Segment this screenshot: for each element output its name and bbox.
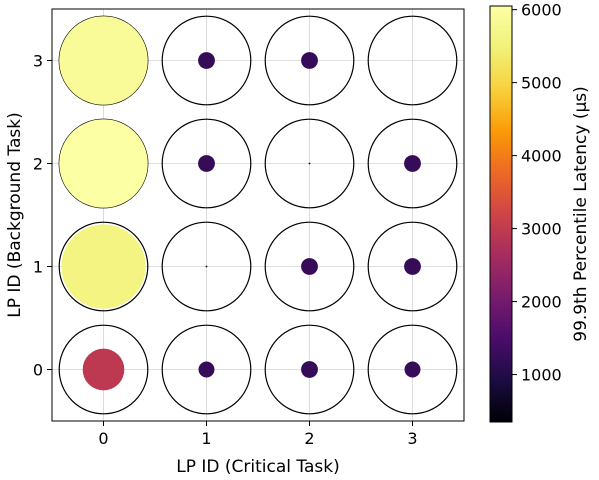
x-tick-label-2: 2 [304, 429, 314, 448]
colorbar-tick-label-1000: 1000 [521, 366, 562, 385]
y-axis-title: LP ID (Background Task) [5, 112, 25, 317]
outline-circle-1-0 [161, 324, 252, 415]
latency-marker-0-3 [59, 16, 148, 105]
plot-frame [51, 8, 465, 422]
latency-marker-0-0 [82, 348, 125, 391]
outline-circles [58, 15, 458, 415]
y-axis-ticks: 0 1 2 3 [33, 52, 43, 380]
outline-circle-2-1 [264, 221, 355, 312]
colorbar-title: 99.9th Percentile Latency (μs) [571, 86, 591, 342]
latency-marker-2-1 [301, 258, 318, 275]
y-tick-label-0: 0 [33, 361, 43, 380]
outline-circle-2-3 [264, 15, 355, 106]
y-tick-label-1: 1 [33, 258, 43, 277]
colorbar-gradient [489, 5, 513, 423]
outline-circle-0-0 [58, 324, 149, 415]
outline-circle-3-1 [367, 221, 458, 312]
colorbar-tick-label-6000: 6000 [521, 1, 562, 20]
latency-marker-0-1 [61, 224, 146, 309]
outline-circle-2-0 [264, 324, 355, 415]
latency-marker-2-3 [301, 52, 318, 69]
latency-marker-2-0 [301, 361, 318, 378]
x-axis-title: LP ID (Critical Task) [176, 457, 339, 477]
latency-marker-1-1 [205, 265, 208, 268]
colorbar-tick-label-3000: 3000 [521, 220, 562, 239]
latency-marker-2-2 [308, 162, 311, 165]
latency-marker-3-0 [404, 361, 421, 378]
latency-marker-0-2 [59, 119, 148, 208]
colorbar-ticks: 1000 2000 3000 4000 5000 6000 [512, 1, 562, 385]
y-tick-label-2: 2 [33, 155, 43, 174]
latency-marker-1-3 [198, 52, 215, 69]
latency-marker-3-2 [404, 155, 421, 172]
outline-circle-3-0 [367, 324, 458, 415]
colorbar-tick-label-5000: 5000 [521, 74, 562, 93]
outline-circle-2-2 [264, 118, 355, 209]
outline-circle-1-2 [161, 118, 252, 209]
x-tick-label-3: 3 [407, 429, 417, 448]
x-tick-label-1: 1 [201, 429, 211, 448]
latency-markers [59, 16, 421, 391]
y-tick-label-3: 3 [33, 52, 43, 71]
outline-circle-1-3 [161, 15, 252, 106]
x-tick-label-0: 0 [98, 429, 108, 448]
outline-circle-3-2 [367, 118, 458, 209]
latency-marker-3-1 [404, 258, 421, 275]
x-axis-ticks: 0 1 2 3 [98, 429, 417, 448]
latency-marker-1-2 [198, 155, 215, 172]
latency-marker-1-0 [198, 361, 215, 378]
colorbar-tick-label-4000: 4000 [521, 147, 562, 166]
outline-circle-1-1 [161, 221, 252, 312]
outline-circle-3-3 [367, 15, 458, 106]
outline-circle-0-1 [58, 221, 149, 312]
colorbar-tick-label-2000: 2000 [521, 293, 562, 312]
colorbar: 1000 2000 3000 4000 5000 6000 99.9th Per… [489, 1, 591, 423]
